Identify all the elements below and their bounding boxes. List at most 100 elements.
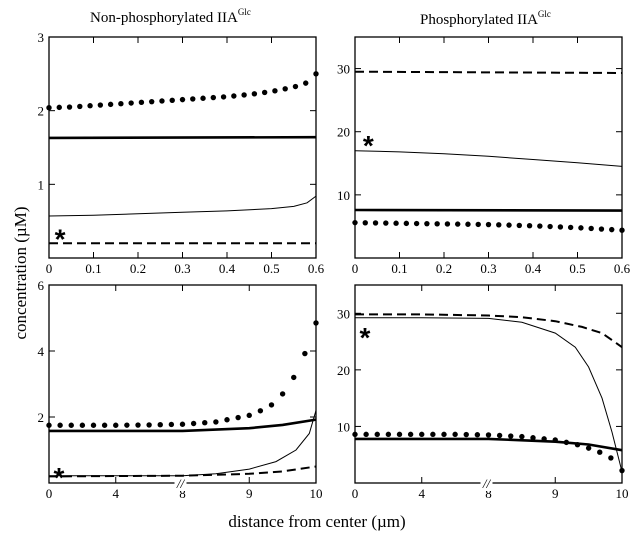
series-dotted-point: [419, 431, 425, 438]
series-dotted-point: [68, 422, 74, 428]
y-tick-label: 4: [38, 344, 45, 359]
series-dotted-point: [169, 97, 175, 103]
x-tick-label: 10: [616, 486, 629, 501]
series-dotted-point: [598, 226, 605, 232]
y-tick-label: 2: [38, 104, 45, 119]
x-tick-label: 0.3: [480, 261, 496, 276]
series-dotted-point: [190, 96, 196, 102]
series-dotted-point: [202, 420, 208, 426]
series-dotted-point: [578, 225, 584, 231]
panel-bottom-right: 0 4 8 9 10 10 20 30 // *: [337, 284, 629, 501]
series-dotted-point: [454, 221, 461, 227]
series-dotted-point: [444, 221, 451, 227]
axis-break-mark: //: [482, 476, 492, 491]
series-dotted-point: [372, 220, 379, 226]
series-dotted-point: [138, 99, 145, 106]
series-dashed-line: [354, 70, 623, 74]
series-dotted-point: [90, 422, 97, 428]
series-dotted-point: [148, 98, 155, 105]
series-dotted-point: [302, 350, 308, 357]
series-dotted-point: [268, 402, 275, 408]
x-tick-label: 0.3: [174, 261, 190, 276]
series-dotted-point: [434, 221, 440, 227]
series-dotted-point: [383, 220, 389, 226]
x-tick-label: 10: [310, 486, 323, 501]
series-thin-line: [355, 317, 623, 472]
series-dotted-point: [190, 420, 197, 427]
title-left: Non-phosphorylated IIAGlc: [90, 7, 251, 26]
x-tick-label: 0.1: [85, 261, 101, 276]
series-dotted-point: [124, 422, 130, 428]
series-dotted-point: [424, 220, 430, 227]
series-dotted-point: [496, 432, 503, 439]
panel-bottom-left: 0 4 8 9 10 2 4 6 // *: [38, 278, 323, 501]
series-dotted-point: [393, 220, 399, 226]
series-dotted-point: [213, 419, 219, 425]
axis-break-mark: //: [176, 476, 186, 491]
series-dotted-point: [279, 391, 286, 397]
series-dotted-point: [396, 431, 403, 438]
series-dotted-point: [609, 226, 615, 233]
x-tick-label: 0.2: [436, 261, 452, 276]
series-dotted-point: [465, 221, 471, 227]
series-dotted-point: [374, 431, 380, 438]
x-tick-label: 4: [113, 486, 120, 501]
series-dotted-point: [430, 431, 436, 438]
series-dashed-line: [355, 313, 623, 349]
series-dotted-point: [485, 432, 492, 438]
series-thick-line: [48, 135, 317, 140]
y-tick-label: 30: [337, 306, 350, 321]
y-axis-label: concentration (µM): [11, 207, 30, 340]
series-dotted-point: [547, 223, 553, 230]
series-dotted-point: [224, 417, 230, 423]
series-dotted-point: [101, 422, 108, 428]
series-dotted-point: [506, 222, 512, 228]
star-marker: *: [363, 130, 374, 161]
series-dotted-point: [272, 88, 278, 94]
series-dotted-point: [519, 433, 525, 440]
x-tick-label: 8: [485, 486, 492, 501]
y-tick-label: 10: [337, 419, 350, 434]
x-tick-label: 0: [46, 486, 53, 501]
y-tick-label: 20: [337, 125, 350, 140]
axis-break-gap: [174, 475, 187, 491]
plot-frame: [48, 36, 317, 259]
series-dotted-point: [157, 422, 163, 428]
series-dotted-point: [585, 445, 592, 451]
star-marker: *: [55, 223, 66, 254]
series-dotted-point: [597, 449, 603, 455]
series-dotted-point: [619, 227, 625, 233]
x-tick-label: 9: [246, 486, 253, 501]
y-tick-label: 3: [38, 30, 45, 45]
y-tick-label: 6: [38, 278, 45, 293]
series-dotted-point: [179, 421, 186, 427]
series-dotted-point: [474, 432, 481, 438]
series-dotted-point: [292, 83, 299, 90]
series-dotted-point: [352, 219, 358, 226]
series-dotted-point: [588, 225, 594, 232]
series-dotted-point: [107, 101, 114, 108]
series-dotted-point: [363, 431, 369, 438]
series-dotted-point: [46, 105, 52, 111]
series-thin-line: [49, 410, 317, 477]
series-dotted-point: [282, 86, 288, 92]
series-dotted-point: [496, 222, 502, 228]
series-dotted-point: [261, 89, 268, 96]
series-dotted-point: [557, 224, 564, 230]
series-dotted-point: [463, 431, 469, 438]
y-tick-label: 10: [337, 188, 350, 203]
series-dotted-point: [291, 374, 297, 381]
series-dotted-point: [235, 414, 241, 421]
x-axis-label: distance from center (µm): [228, 512, 405, 531]
plot-frame: [48, 284, 317, 484]
series-thin-line: [354, 150, 623, 167]
series-dashed-line: [48, 465, 317, 478]
y-tick-label: 20: [337, 363, 350, 378]
series-dotted-point: [362, 220, 368, 226]
series-dotted-point: [441, 431, 447, 438]
panel-top-right: 0 0.1 0.2 0.3 0.4 0.5 0.6 10 20 30 *: [337, 36, 631, 276]
x-tick-label: 0.4: [219, 261, 236, 276]
series-thick-line: [355, 437, 623, 452]
series-dotted-point: [608, 455, 614, 461]
